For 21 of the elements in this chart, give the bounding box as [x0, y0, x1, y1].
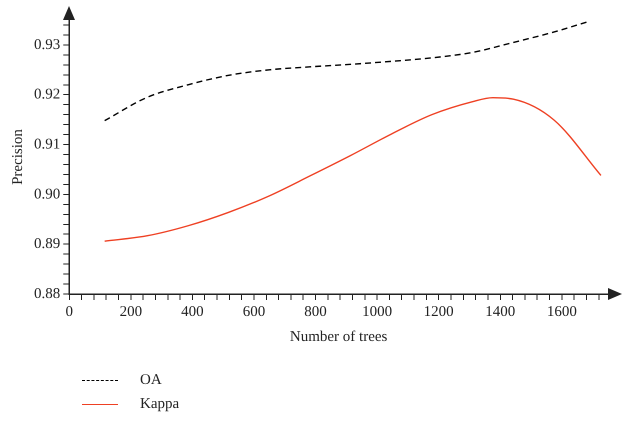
- x-tick-label: 1200: [424, 304, 454, 320]
- x-axis-title: Number of trees: [290, 328, 388, 345]
- x-tick-label: 600: [242, 304, 266, 320]
- y-tick-label: 0.93: [34, 36, 60, 53]
- y-tick-label: 0.92: [34, 86, 60, 103]
- line-series: [104, 97, 602, 242]
- y-tick-label: 0.88: [34, 286, 60, 302]
- y-tick-label: 0.91: [34, 136, 60, 152]
- y-tick-label: 0.90: [34, 186, 60, 202]
- y-axis-title: Precision: [10, 128, 26, 185]
- legend-label: OA: [140, 372, 162, 388]
- line-series: [104, 20, 590, 122]
- x-tick-label: 400: [181, 304, 204, 320]
- y-tick-label: 0.89: [34, 236, 60, 252]
- x-tick-label: 0: [66, 304, 73, 320]
- x-tick-label: 1000: [362, 304, 392, 320]
- x-tick-label: 200: [120, 304, 142, 320]
- legend-label: Kappa: [140, 396, 180, 412]
- x-tick-label: 1600: [546, 304, 577, 320]
- x-tick-label: 1400: [485, 304, 516, 320]
- x-tick-label: 800: [304, 304, 327, 320]
